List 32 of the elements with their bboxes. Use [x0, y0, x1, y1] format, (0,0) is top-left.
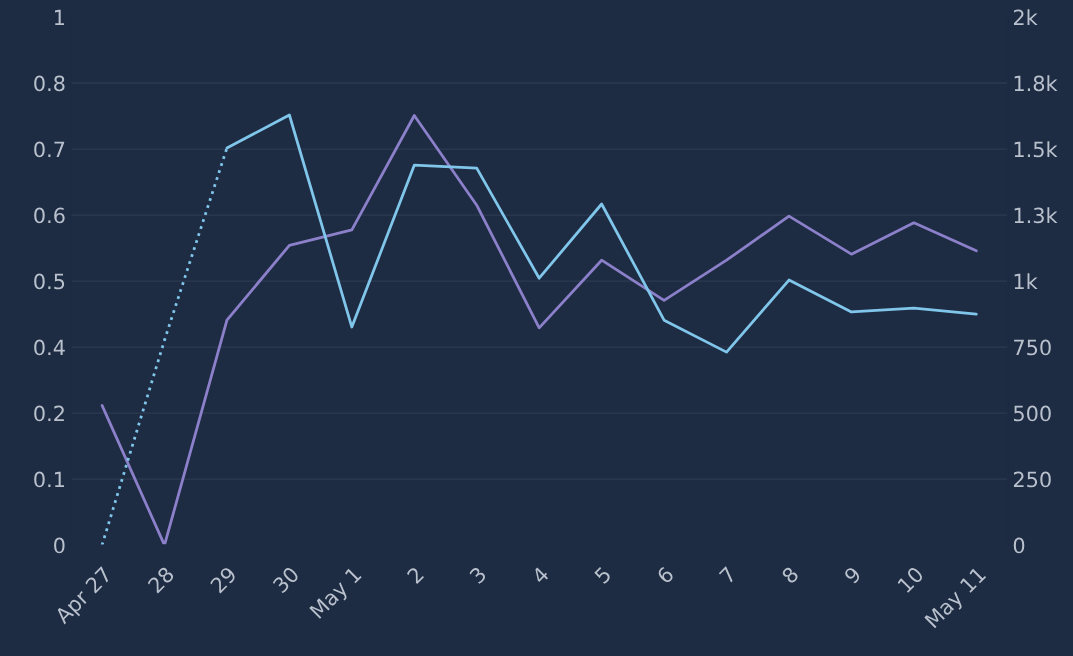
x-tick-label: 10 [897, 565, 925, 594]
y-tick-label: 0.2 [34, 405, 64, 422]
line-series [100, 114, 978, 546]
y2-tick-label: 750 [1014, 339, 1051, 356]
y2-tick-label: 1.3k [1014, 207, 1058, 224]
x-tick-label: Apr 27 [53, 566, 116, 628]
y-tick-label: 0.4 [34, 339, 65, 356]
x-tick-label: 28 [147, 565, 175, 594]
x-tick-label: 2 [406, 566, 424, 585]
y2-tick-label: 1k [1014, 273, 1038, 290]
y2-tick-label: 500 [1014, 405, 1051, 422]
y2-tick-label: 2k [1013, 9, 1038, 25]
y-tick-label: 0.6 [34, 207, 65, 224]
y2-tick-label: 1.8k [1014, 75, 1058, 92]
x-tick-label: 5 [593, 566, 612, 585]
y-tick-label: 1 [54, 9, 65, 25]
y-tick-label: 0.7 [34, 141, 65, 158]
x-tick-label: 4 [530, 565, 550, 585]
x-tick-label: 9 [843, 565, 862, 585]
y-tick-label: 0.1 [34, 471, 65, 488]
y-tick-label: 0.8 [34, 75, 65, 92]
y2-tick-label: 0 [1013, 537, 1025, 554]
x-tick-label: 30 [272, 565, 300, 594]
y-tick-label: 0.5 [34, 273, 65, 290]
y2-tick-label: 1.5k [1014, 141, 1058, 158]
y2-tick-label: 250 [1013, 471, 1051, 488]
y-tick-label: 0 [54, 537, 65, 554]
x-tick-label: 6 [656, 565, 675, 585]
x-tick-label: 7 [718, 566, 737, 584]
x-tick-label: 29 [209, 565, 238, 594]
x-tick-label: 3 [468, 566, 487, 585]
x-tick-label: 8 [780, 565, 800, 585]
